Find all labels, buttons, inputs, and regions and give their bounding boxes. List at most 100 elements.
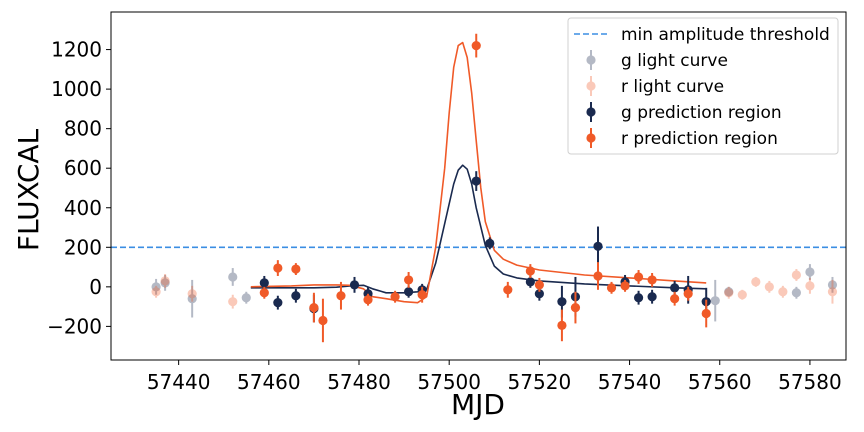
- data-point: [241, 291, 251, 304]
- axes-frame: [110, 11, 847, 361]
- marker: [273, 298, 283, 308]
- y-axis-label: FLUXCAL: [12, 128, 45, 251]
- marker: [160, 278, 170, 288]
- marker: [471, 41, 481, 51]
- x-tick-label: 57560: [688, 370, 752, 394]
- marker: [764, 282, 774, 292]
- data-point: [778, 285, 788, 298]
- marker: [724, 287, 734, 297]
- marker: [778, 287, 788, 297]
- marker: [647, 292, 657, 302]
- y-tick-label: 200: [64, 235, 102, 259]
- data-point: [827, 276, 838, 293]
- data-point: [291, 288, 301, 303]
- data-point: [151, 278, 161, 295]
- data-point: [570, 291, 581, 324]
- marker: [228, 297, 238, 307]
- data-point: [751, 276, 761, 287]
- y-tick-label: 1200: [51, 38, 102, 62]
- legend-entry: r prediction region: [586, 128, 778, 149]
- marker: [241, 293, 251, 303]
- data-point: [724, 286, 734, 297]
- marker: [683, 289, 693, 299]
- data-point: [805, 264, 815, 280]
- data-point: [620, 279, 630, 292]
- marker: [151, 287, 161, 297]
- data-point: [404, 272, 414, 288]
- marker: [349, 280, 360, 290]
- data-point: [471, 171, 481, 191]
- legend-swatch: [586, 102, 596, 122]
- data-point: [557, 309, 567, 342]
- data-point: [228, 268, 238, 286]
- marker: [827, 280, 838, 290]
- marker: [827, 287, 838, 297]
- data-point: [710, 279, 720, 322]
- data-point: [309, 292, 319, 323]
- marker: [525, 277, 535, 287]
- x-axis-label: MJD: [451, 388, 505, 421]
- marker: [606, 283, 617, 293]
- legend-swatch: [586, 76, 596, 96]
- legend-swatch: [586, 128, 596, 148]
- data-point: [647, 273, 657, 287]
- y-tick-label: 1000: [51, 77, 102, 101]
- marker: [390, 292, 400, 302]
- marker: [273, 263, 283, 273]
- data-point: [151, 285, 161, 298]
- marker: [417, 290, 427, 300]
- y-tick-label: 400: [64, 196, 102, 220]
- legend-label: g prediction region: [621, 103, 782, 123]
- x-tick-label: 57580: [778, 370, 842, 394]
- data-points: [151, 33, 838, 343]
- data-point: [363, 293, 373, 306]
- legend-entry: g light curve: [586, 50, 728, 71]
- legend-entry: r light curve: [586, 76, 724, 97]
- data-point: [724, 286, 734, 299]
- data-point: [273, 295, 283, 310]
- marker: [291, 291, 301, 301]
- marker: [187, 289, 197, 299]
- data-point: [187, 285, 197, 302]
- marker: [670, 283, 680, 293]
- legend-marker: [586, 133, 596, 143]
- marker: [570, 303, 581, 313]
- x-tick-label: 57540: [598, 370, 662, 394]
- data-point: [349, 276, 360, 293]
- data-point: [827, 279, 838, 304]
- marker: [751, 277, 761, 287]
- legend-marker: [586, 107, 596, 117]
- legend-label: g light curve: [621, 51, 728, 71]
- marker: [805, 267, 815, 277]
- data-point: [318, 298, 328, 343]
- data-point: [187, 279, 197, 318]
- y-tick-label: 800: [64, 117, 102, 141]
- data-point: [701, 299, 711, 328]
- marker: [620, 281, 630, 291]
- marker: [647, 275, 657, 285]
- marker: [633, 272, 644, 282]
- marker: [557, 297, 567, 307]
- marker: [791, 270, 801, 280]
- legend-marker: [586, 55, 596, 65]
- marker: [404, 287, 414, 297]
- x-tick-label: 57500: [417, 370, 481, 394]
- data-point: [633, 290, 644, 305]
- x-tick-label: 57460: [237, 370, 301, 394]
- legend-box: [567, 17, 839, 155]
- data-point: [791, 269, 801, 281]
- legend-swatch: [586, 50, 596, 70]
- model-curve-r: [250, 41, 707, 304]
- data-point: [593, 262, 603, 290]
- data-point: [683, 286, 693, 301]
- data-point: [633, 270, 644, 284]
- legend-marker: [586, 81, 596, 91]
- data-point: [593, 226, 603, 267]
- data-point: [160, 273, 170, 288]
- data-point: [606, 281, 617, 294]
- marker: [291, 264, 301, 274]
- x-tick-label: 57480: [327, 370, 391, 394]
- marker: [187, 294, 197, 304]
- legend-label: min amplitude threshold: [621, 25, 830, 45]
- legend-label: r prediction region: [621, 129, 778, 149]
